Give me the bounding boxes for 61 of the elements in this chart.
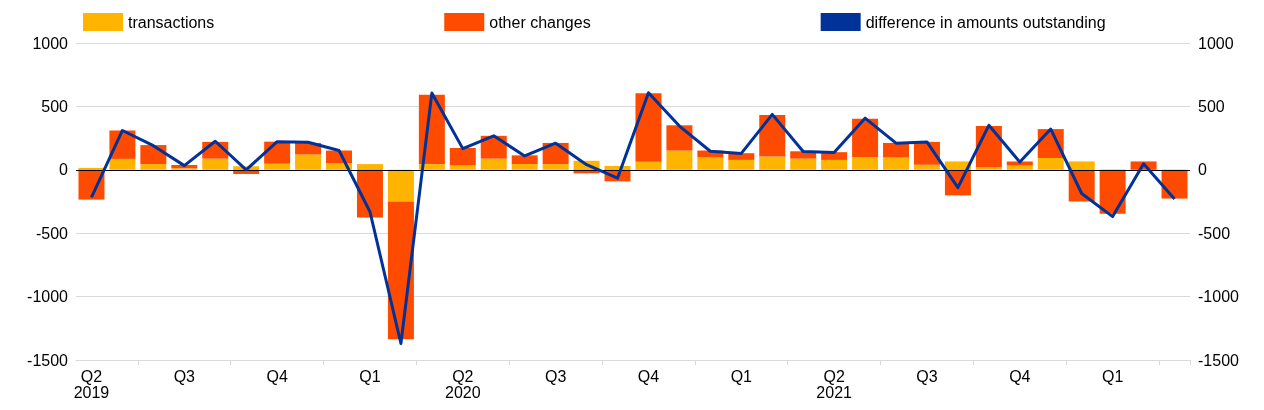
- x-tick-label: Q4: [266, 367, 288, 385]
- bar: [913, 164, 940, 170]
- y2-tick-label: -500: [1198, 224, 1231, 242]
- x-tick-label: Q1: [359, 367, 381, 385]
- bar: [109, 158, 136, 170]
- y-tick-label: -1000: [27, 288, 69, 306]
- x-tick-label: Q3: [173, 367, 196, 385]
- bar: [1037, 158, 1064, 170]
- x-tick-label: Q2 2020: [445, 367, 481, 401]
- bar: [635, 93, 662, 162]
- y-tick-label: 1000: [32, 34, 69, 52]
- y2-tick-label: 1000: [1198, 34, 1234, 52]
- bar: [140, 164, 167, 170]
- bar: [666, 125, 693, 151]
- x-tick-label: Q4: [1009, 367, 1031, 385]
- x-tick-label: Q3: [916, 367, 938, 385]
- bar: [728, 159, 755, 170]
- y-tick-label: -500: [35, 224, 69, 242]
- x-tick-label: Q2 2021: [816, 367, 853, 401]
- bar: [1006, 165, 1033, 170]
- y2-tick-label: 0: [1198, 161, 1207, 179]
- bar: [387, 169, 414, 202]
- bar: [666, 150, 693, 170]
- bar: [202, 158, 229, 170]
- y2-tick-label: -1500: [1198, 351, 1240, 369]
- bar: [821, 159, 848, 170]
- bar: [883, 157, 910, 170]
- y-tick-label: 500: [41, 97, 69, 115]
- y2-tick-label: 500: [1198, 97, 1225, 115]
- bar: [790, 158, 817, 170]
- bar: [295, 154, 322, 170]
- legend-label: transactions: [128, 13, 215, 31]
- bar: [480, 158, 507, 170]
- bar: [1068, 161, 1095, 170]
- bar: [511, 164, 538, 170]
- bar: [140, 145, 167, 165]
- line-series: [89, 91, 1177, 346]
- bar: [356, 164, 383, 170]
- legend-label: difference in amounts outstanding: [865, 13, 1106, 31]
- y-tick-label: 0: [59, 161, 69, 179]
- bar: [264, 163, 291, 170]
- bar: [449, 165, 476, 170]
- legend-label: other changes: [489, 13, 591, 31]
- y2-tick-label: -1000: [1198, 288, 1240, 306]
- x-tick-label: Q1: [730, 367, 753, 385]
- bar: [883, 142, 910, 158]
- bar: [635, 161, 662, 170]
- bar: [852, 157, 879, 170]
- bar: [697, 157, 724, 170]
- bar: [1161, 169, 1188, 199]
- y-tick-label: -1500: [27, 351, 69, 369]
- x-tick-label: Q4: [637, 367, 660, 385]
- bar: [1006, 161, 1033, 166]
- bar: [542, 164, 569, 170]
- bar: [449, 147, 476, 166]
- x-tick-label: Q1: [1101, 367, 1124, 385]
- bar: [759, 156, 786, 170]
- bar: [511, 155, 538, 165]
- x-tick-label: Q3: [544, 367, 567, 385]
- bar: [975, 167, 1002, 170]
- x-tick-label: Q2 2019: [73, 367, 110, 401]
